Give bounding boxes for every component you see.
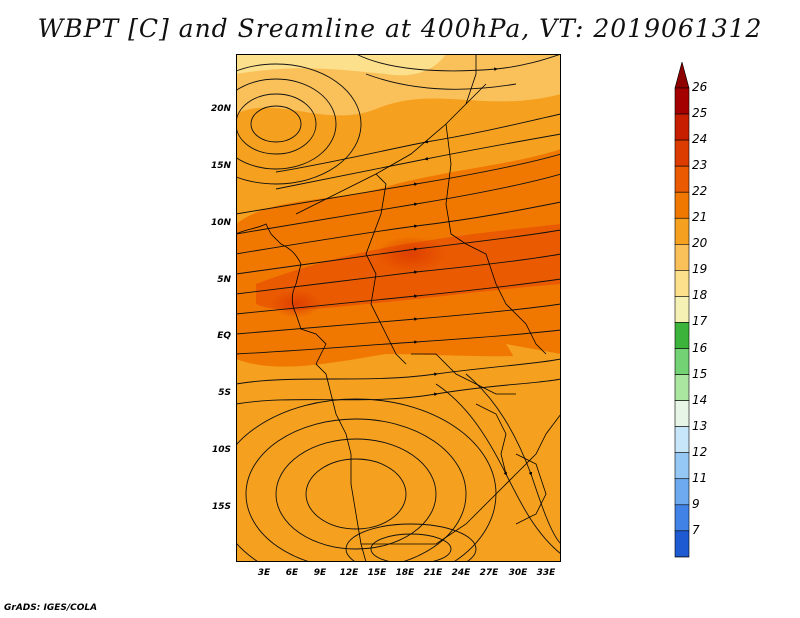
lon-label-9e: 9E bbox=[313, 568, 327, 578]
colorbar-label: 16 bbox=[692, 340, 708, 355]
colorbar-label: 26 bbox=[692, 80, 708, 94]
colorbar-cell bbox=[674, 374, 690, 401]
colorbar-label: 13 bbox=[692, 418, 708, 433]
colorbar-cell bbox=[674, 191, 690, 219]
colorbar-label: 11 bbox=[692, 470, 708, 485]
hotspot-east bbox=[376, 236, 446, 272]
colorbar-cell bbox=[674, 296, 690, 323]
colorbar-cell bbox=[674, 322, 690, 349]
southern-region bbox=[236, 409, 561, 562]
colorbar-cell bbox=[674, 270, 690, 297]
colorbar-label: 21 bbox=[692, 210, 708, 225]
colorbar-cell bbox=[674, 504, 690, 532]
colorbar-label: 14 bbox=[692, 392, 708, 407]
lat-label-5s: 5S bbox=[218, 388, 231, 398]
chart-title: WBPT [C] and Sreamline at 400hPa, VT: 20… bbox=[37, 14, 763, 43]
lon-label-21e: 21E bbox=[423, 568, 443, 578]
colorbar-label: 22 bbox=[692, 184, 708, 199]
colorbar-label: 17 bbox=[692, 314, 708, 329]
lat-label-eq: EQ bbox=[217, 331, 231, 341]
colorbar-cell bbox=[674, 400, 690, 427]
colorbar-label: 25 bbox=[692, 106, 708, 121]
lon-label-6e: 6E bbox=[285, 568, 299, 578]
colorbar-label: 20 bbox=[692, 236, 708, 251]
colorbar-label: 19 bbox=[692, 262, 708, 277]
colorbar-cell bbox=[674, 87, 690, 115]
colorbar-cell bbox=[674, 348, 690, 375]
hotspot-west bbox=[271, 290, 321, 318]
lat-label-10s: 10S bbox=[211, 445, 231, 455]
colorbar-label: 12 bbox=[692, 444, 708, 459]
lat-label-15n: 15N bbox=[210, 161, 231, 171]
lon-label-27e: 27E bbox=[479, 568, 499, 578]
colorbar-cell bbox=[674, 139, 690, 167]
map-frame bbox=[236, 54, 561, 562]
colorbar-label: 18 bbox=[692, 288, 708, 303]
wbpt-streamline-map bbox=[236, 54, 561, 562]
country-borders bbox=[236, 54, 561, 562]
colorbar-label: 23 bbox=[692, 158, 708, 173]
colorbar-label: 24 bbox=[692, 132, 708, 147]
colorbar-cell bbox=[674, 452, 690, 480]
lat-label-5n: 5N bbox=[217, 275, 231, 285]
colorbar-cell bbox=[674, 165, 690, 193]
grads-footer: GrADS: IGES/COLA bbox=[4, 603, 98, 613]
colorbar-label: 9 bbox=[692, 496, 700, 511]
lat-label-10n: 10N bbox=[210, 218, 231, 228]
colorbar-top-arrow bbox=[674, 62, 690, 89]
colorbar-cell bbox=[674, 217, 690, 245]
colorbar-label: 15 bbox=[692, 366, 708, 381]
colorbar bbox=[674, 62, 690, 558]
lon-label-24e: 24E bbox=[451, 568, 471, 578]
lon-label-12e: 12E bbox=[339, 568, 359, 578]
lon-label-18e: 18E bbox=[395, 568, 415, 578]
lat-label-15s: 15S bbox=[211, 502, 231, 512]
colorbar-cell bbox=[674, 113, 690, 141]
lon-label-3e: 3E bbox=[257, 568, 271, 578]
colorbar-label: 7 bbox=[692, 522, 700, 537]
colorbar-cell bbox=[674, 530, 690, 558]
lon-label-33e: 33E bbox=[536, 568, 556, 578]
cool-north-region bbox=[236, 54, 561, 116]
colorbar-cell bbox=[674, 244, 690, 271]
lon-label-15e: 15E bbox=[367, 568, 387, 578]
colorbar-cell bbox=[674, 426, 690, 453]
lon-label-30e: 30E bbox=[508, 568, 528, 578]
streamlines bbox=[236, 54, 561, 562]
lat-label-20n: 20N bbox=[210, 104, 231, 114]
colorbar-cell bbox=[674, 478, 690, 506]
